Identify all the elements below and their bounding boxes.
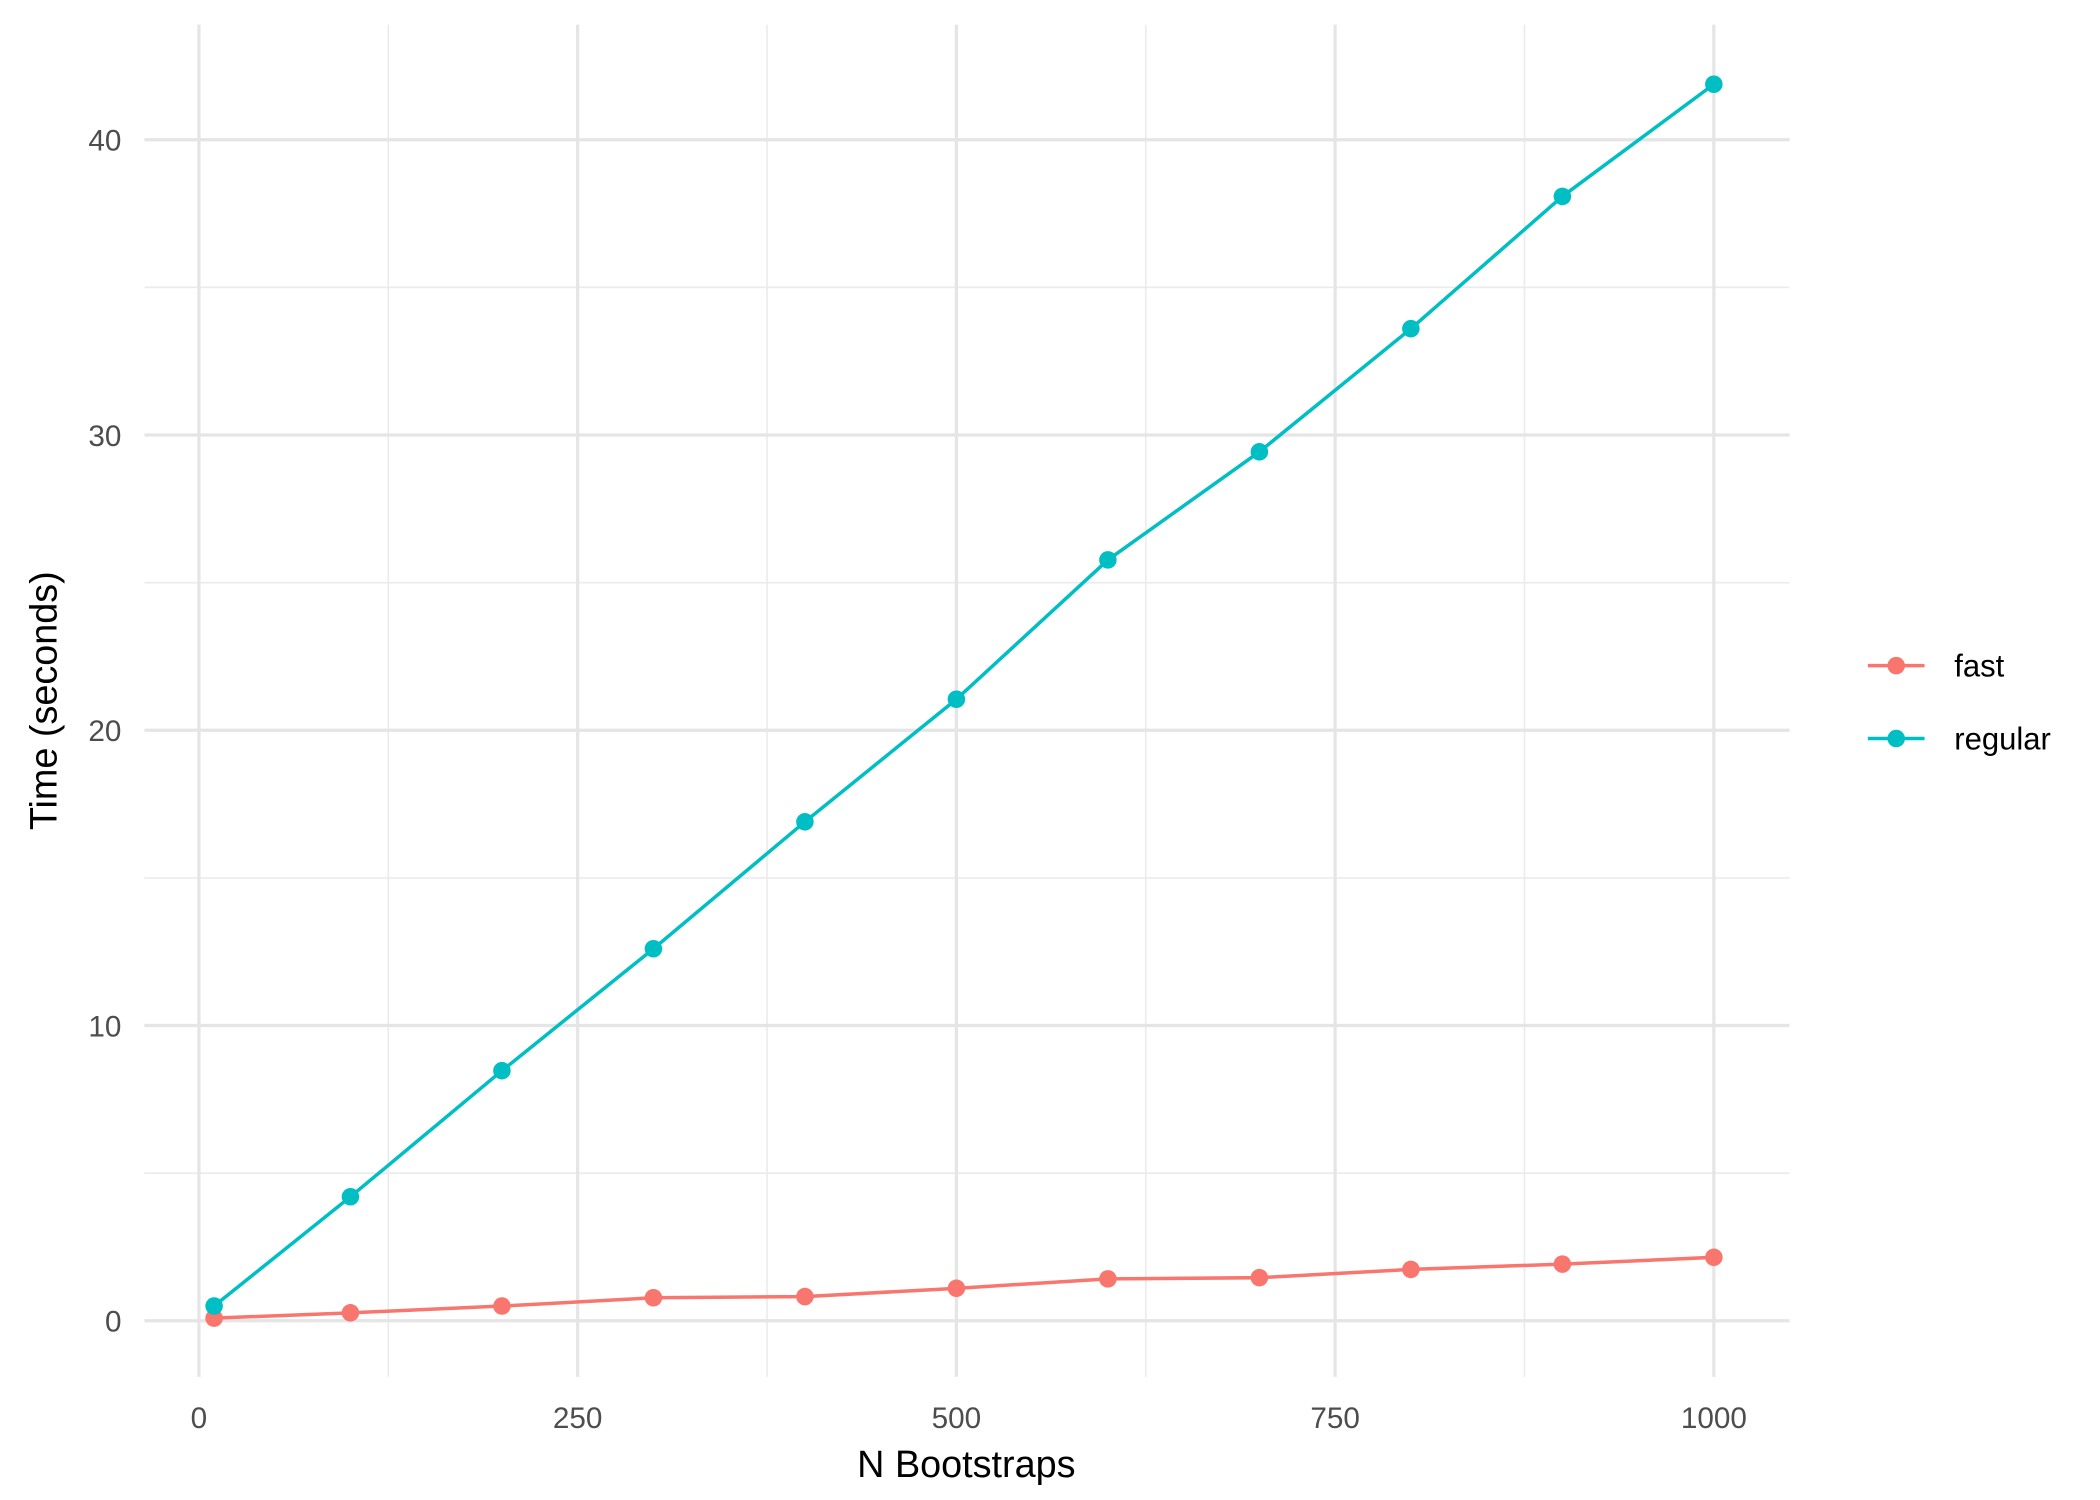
data-point-fast [205, 1309, 223, 1327]
data-point-fast [644, 1288, 663, 1307]
x-tick-label: 1000 [1681, 1402, 1747, 1435]
data-point-regular [947, 690, 966, 709]
data-point-fast [1250, 1268, 1269, 1287]
data-point-regular [1402, 319, 1420, 338]
legend: fast regular [1867, 648, 2051, 756]
data-point-regular [493, 1061, 511, 1080]
y-tick-label: 10 [88, 1010, 121, 1043]
legend-label: regular [1954, 721, 2051, 756]
data-point-fast [341, 1304, 360, 1322]
legend-label: fast [1954, 648, 2004, 683]
data-point-regular [205, 1297, 223, 1315]
series-group [205, 75, 1723, 1327]
x-tick-label: 750 [1310, 1402, 1360, 1435]
y-axis-label: Time (seconds) [24, 571, 66, 830]
data-point-fast [1705, 1248, 1723, 1267]
data-point-fast [1099, 1270, 1117, 1288]
grid [144, 24, 1790, 1377]
data-point-regular [1705, 75, 1723, 93]
x-tick-label: 0 [191, 1402, 208, 1435]
y-tick-label: 30 [88, 420, 121, 453]
data-point-fast [1553, 1255, 1572, 1273]
data-point-fast [796, 1287, 814, 1306]
data-point-fast [493, 1297, 511, 1315]
x-tick-label: 250 [553, 1402, 603, 1435]
data-point-regular [1553, 187, 1572, 206]
legend-key-point [1887, 729, 1905, 748]
tick-labels: 0 250 500 750 1000 0 10 20 30 40 [88, 125, 1746, 1436]
x-axis-label: N Bootstraps [857, 1444, 1075, 1486]
y-tick-label: 0 [105, 1306, 122, 1339]
y-tick-label: 20 [88, 715, 121, 748]
x-tick-label: 500 [932, 1402, 982, 1435]
y-tick-label: 40 [88, 125, 121, 158]
legend-key-point [1887, 656, 1905, 675]
data-point-regular [341, 1188, 360, 1206]
data-point-fast [1402, 1260, 1420, 1279]
data-point-regular [1250, 443, 1269, 461]
data-point-regular [796, 813, 814, 831]
data-point-regular [644, 939, 663, 958]
data-point-regular [1099, 551, 1117, 569]
data-point-fast [947, 1279, 966, 1298]
